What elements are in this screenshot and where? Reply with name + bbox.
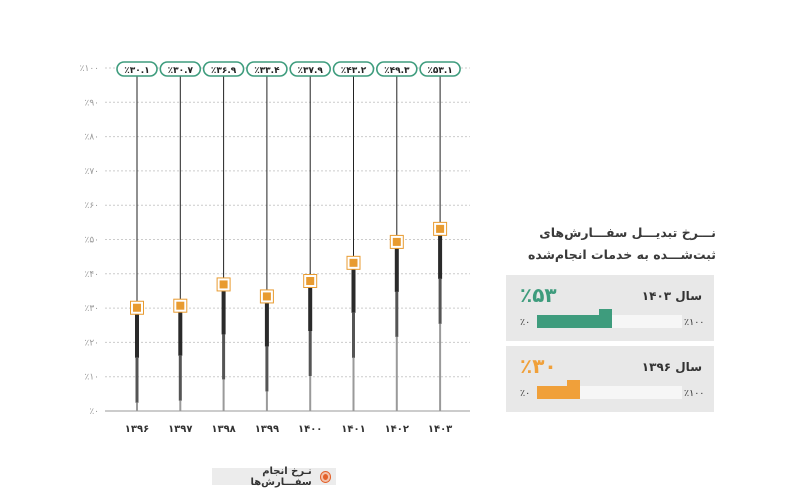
point-marker bbox=[306, 277, 315, 286]
data-column: ٪۳۳.۴ bbox=[246, 61, 288, 411]
y-tick-label: ٪۵۰ bbox=[84, 236, 99, 246]
point-marker bbox=[392, 237, 401, 246]
sidebar-title: نـــرخ تبدیـــل سفـــارش‌های ثبت‌شـــده … bbox=[527, 225, 716, 262]
bar-segment-dark bbox=[394, 246, 399, 292]
point-marker bbox=[436, 224, 445, 233]
point-marker bbox=[176, 301, 185, 310]
x-tick-label: ۱۳۹۹ bbox=[255, 424, 279, 435]
data-column: ٪۴۹.۳ bbox=[375, 61, 418, 411]
legend-marker-icon bbox=[320, 471, 330, 482]
bar-segment-mid bbox=[308, 331, 312, 377]
card-year-label: سال ۱۴۰۳ bbox=[641, 289, 702, 303]
value-label: ٪۵۳.۱ bbox=[427, 66, 452, 76]
value-label-pill bbox=[159, 61, 202, 77]
data-column: ٪۳۰.۱ bbox=[116, 61, 158, 411]
bar-segment-mid bbox=[395, 291, 399, 337]
value-label: ٪۴۹.۳ bbox=[384, 66, 410, 76]
data-column: ٪۳۷.۹ bbox=[289, 61, 332, 411]
progress-min-label: ٪۰ bbox=[520, 388, 531, 399]
progress-max-label: ٪۱۰۰ bbox=[684, 388, 705, 399]
point-marker bbox=[349, 258, 358, 267]
bar-segment-dark bbox=[135, 312, 139, 358]
progress-min-label: ٪۰ bbox=[520, 317, 531, 328]
bar-segment-light bbox=[222, 379, 225, 411]
legend-label: نـرخ انجام سفـــارش‌ها bbox=[250, 465, 312, 488]
bar-segment-dark bbox=[308, 286, 313, 332]
y-tick-label: ٪۲۰ bbox=[84, 338, 99, 348]
bar-segment-mid bbox=[352, 312, 355, 358]
x-tick-label: ۱۴۰۰ bbox=[298, 424, 322, 435]
card-year-1396: سال ۱۳۹۶ ٪۳۰ ٪۱۰۰ ٪۰ bbox=[506, 346, 714, 412]
bar-segment-light bbox=[439, 323, 442, 411]
x-tick-label: ۱۳۹۸ bbox=[211, 424, 235, 435]
card-year-label: سال ۱۳۹۶ bbox=[641, 360, 702, 374]
x-tick-label: ۱۴۰۲ bbox=[385, 424, 409, 435]
bar-segment-mid bbox=[222, 334, 226, 380]
y-tick-label: ٪۸۰ bbox=[84, 133, 99, 143]
y-tick-label: ٪۱۰۰ bbox=[80, 64, 99, 74]
value-label: ٪۴۳.۲ bbox=[341, 66, 367, 76]
data-column: ٪۵۳.۱ bbox=[419, 61, 461, 411]
x-tick-label: ۱۳۹۷ bbox=[168, 424, 192, 435]
value-label: ٪۳۳.۴ bbox=[254, 66, 280, 76]
point-marker bbox=[262, 292, 271, 301]
y-tick-label: ٪۹۰ bbox=[84, 98, 99, 108]
value-label: ٪۳۶.۹ bbox=[211, 66, 237, 76]
y-tick-label: ٪۱۰ bbox=[84, 373, 99, 383]
value-label-pill bbox=[332, 61, 375, 77]
x-tick-label: ۱۳۹۶ bbox=[125, 424, 149, 435]
value-label-pill bbox=[375, 61, 418, 77]
x-tick-label: ۱۴۰۱ bbox=[341, 424, 365, 435]
bar-segment-light bbox=[265, 391, 268, 411]
progress-track bbox=[537, 309, 682, 328]
value-label: ٪۳۷.۹ bbox=[297, 66, 323, 76]
point-marker bbox=[219, 280, 228, 289]
bar-segment-light bbox=[309, 376, 312, 411]
progress-fill bbox=[537, 380, 580, 399]
bar-segment-dark bbox=[351, 267, 356, 313]
card-value: ٪۵۳ bbox=[520, 283, 557, 307]
y-tick-label: ٪۷۰ bbox=[84, 167, 99, 177]
x-tick-label: ۱۴۰۳ bbox=[428, 424, 452, 435]
bar-segment-dark bbox=[178, 310, 183, 356]
card-year-1403: سال ۱۴۰۳ ٪۵۳ ٪۱۰۰ ٪۰ bbox=[506, 275, 714, 341]
data-column: ٪۳۰.۷ bbox=[159, 61, 202, 411]
bar-segment-light bbox=[179, 400, 182, 411]
progress-max-label: ٪۱۰۰ bbox=[684, 317, 705, 328]
value-label-pill bbox=[419, 61, 461, 77]
y-tick-label: ٪۳۰ bbox=[84, 304, 99, 314]
bar-segment-mid bbox=[438, 278, 442, 324]
value-label-pill bbox=[202, 61, 245, 77]
value-label: ٪۳۰.۱ bbox=[124, 66, 149, 76]
bar-segment-mid bbox=[265, 346, 269, 392]
card-value: ٪۳۰ bbox=[520, 354, 557, 378]
value-label-pill bbox=[246, 61, 288, 77]
bar-segment-dark bbox=[438, 233, 443, 279]
bar-segment-mid bbox=[178, 355, 182, 401]
y-tick-label: ٪۰ bbox=[89, 407, 99, 417]
bar-segment-dark bbox=[264, 301, 269, 347]
bar-segment-mid bbox=[135, 357, 139, 403]
progress-fill-tab bbox=[599, 309, 612, 316]
data-column: ٪۳۶.۹ bbox=[202, 61, 245, 411]
value-label-pill bbox=[289, 61, 332, 77]
y-tick-label: ٪۴۰ bbox=[84, 270, 99, 280]
bar-segment-dark bbox=[221, 289, 226, 335]
progress-track bbox=[537, 380, 682, 399]
progress-fill-tab bbox=[567, 380, 580, 387]
data-column: ٪۴۳.۲ bbox=[332, 61, 375, 411]
bar-segment-light bbox=[395, 336, 398, 411]
chart-legend: نـرخ انجام سفـــارش‌ها bbox=[212, 465, 336, 488]
point-marker bbox=[133, 303, 141, 312]
bar-segment-light bbox=[136, 402, 138, 411]
bar-segment-light bbox=[352, 357, 355, 411]
progress-fill bbox=[537, 309, 612, 328]
value-label-pill bbox=[116, 61, 158, 77]
y-tick-label: ٪۶۰ bbox=[84, 201, 99, 211]
value-label: ٪۳۰.۷ bbox=[168, 66, 194, 76]
